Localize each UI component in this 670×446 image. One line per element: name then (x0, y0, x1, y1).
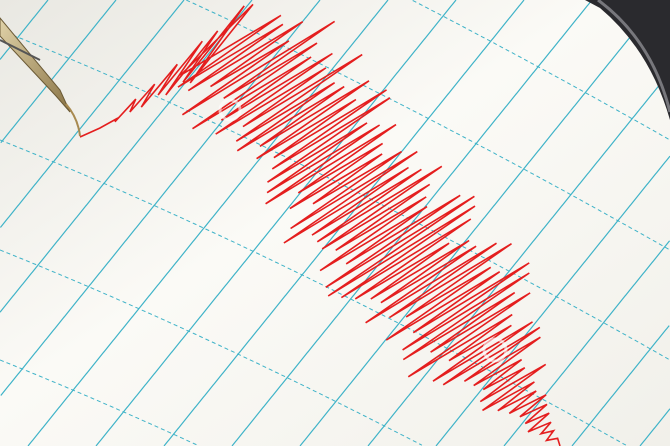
drum-rim (597, 0, 670, 113)
grid-line (0, 0, 185, 228)
seismic-trace (79, 3, 561, 446)
grid-dashed-line (412, 0, 670, 141)
grid-dashed-line (186, 0, 670, 251)
grid-line (0, 0, 117, 144)
grid-line (571, 325, 670, 446)
grid-line (95, 0, 457, 446)
watermark-logo (218, 98, 508, 363)
recording-needle (0, 17, 81, 137)
grid-line (0, 0, 321, 396)
grid-line (0, 0, 253, 313)
grid-line (435, 155, 670, 446)
grid-dashed-line (0, 359, 198, 446)
grid-line (299, 0, 661, 446)
grid-line (231, 0, 593, 446)
grid-line (639, 408, 670, 446)
grid-line (0, 0, 49, 60)
drum-edge (585, 0, 670, 120)
grid-line (367, 72, 670, 446)
grid-line (27, 0, 389, 446)
grid-dashed-line (0, 249, 423, 446)
